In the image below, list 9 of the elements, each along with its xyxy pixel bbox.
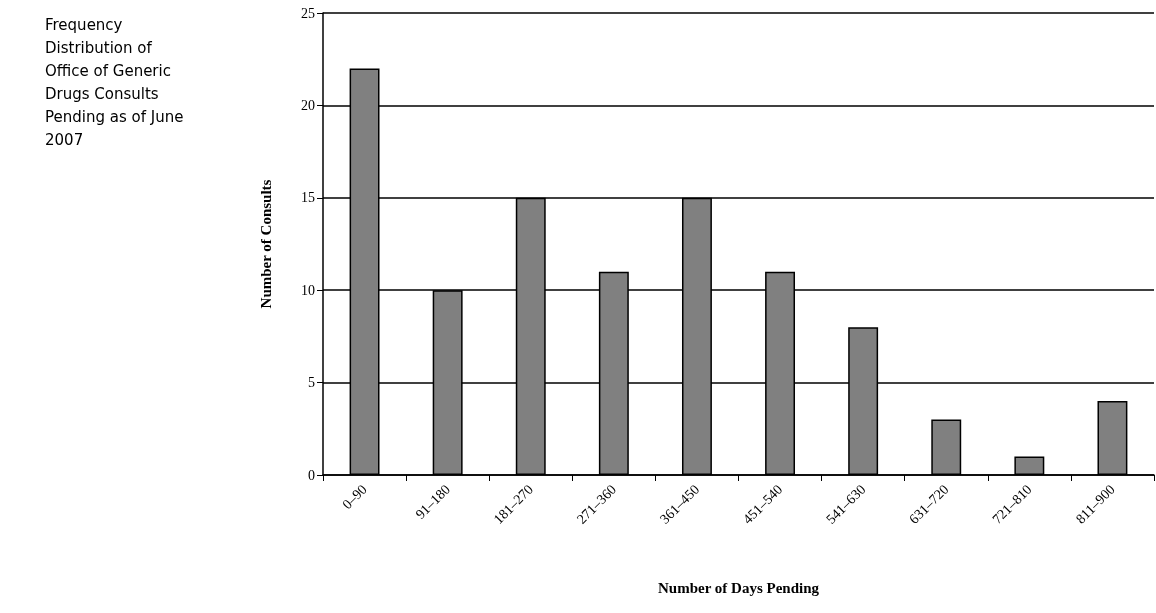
- y-axis-title: Number of Consults: [257, 179, 274, 309]
- y-tick-label: 20: [301, 97, 315, 113]
- x-axis-title: Number of Days Pending: [658, 579, 820, 596]
- y-tick-label: 15: [301, 190, 315, 206]
- y-tick-label: 10: [301, 282, 315, 298]
- y-tick-label: 25: [301, 5, 315, 21]
- y-tick-label: 0: [308, 467, 315, 483]
- text: Frequency Distribution of Office of Generic Drugs Consults Pending as of June 2007: [45, 15, 189, 149]
- y-tick-label: 5: [308, 375, 315, 391]
